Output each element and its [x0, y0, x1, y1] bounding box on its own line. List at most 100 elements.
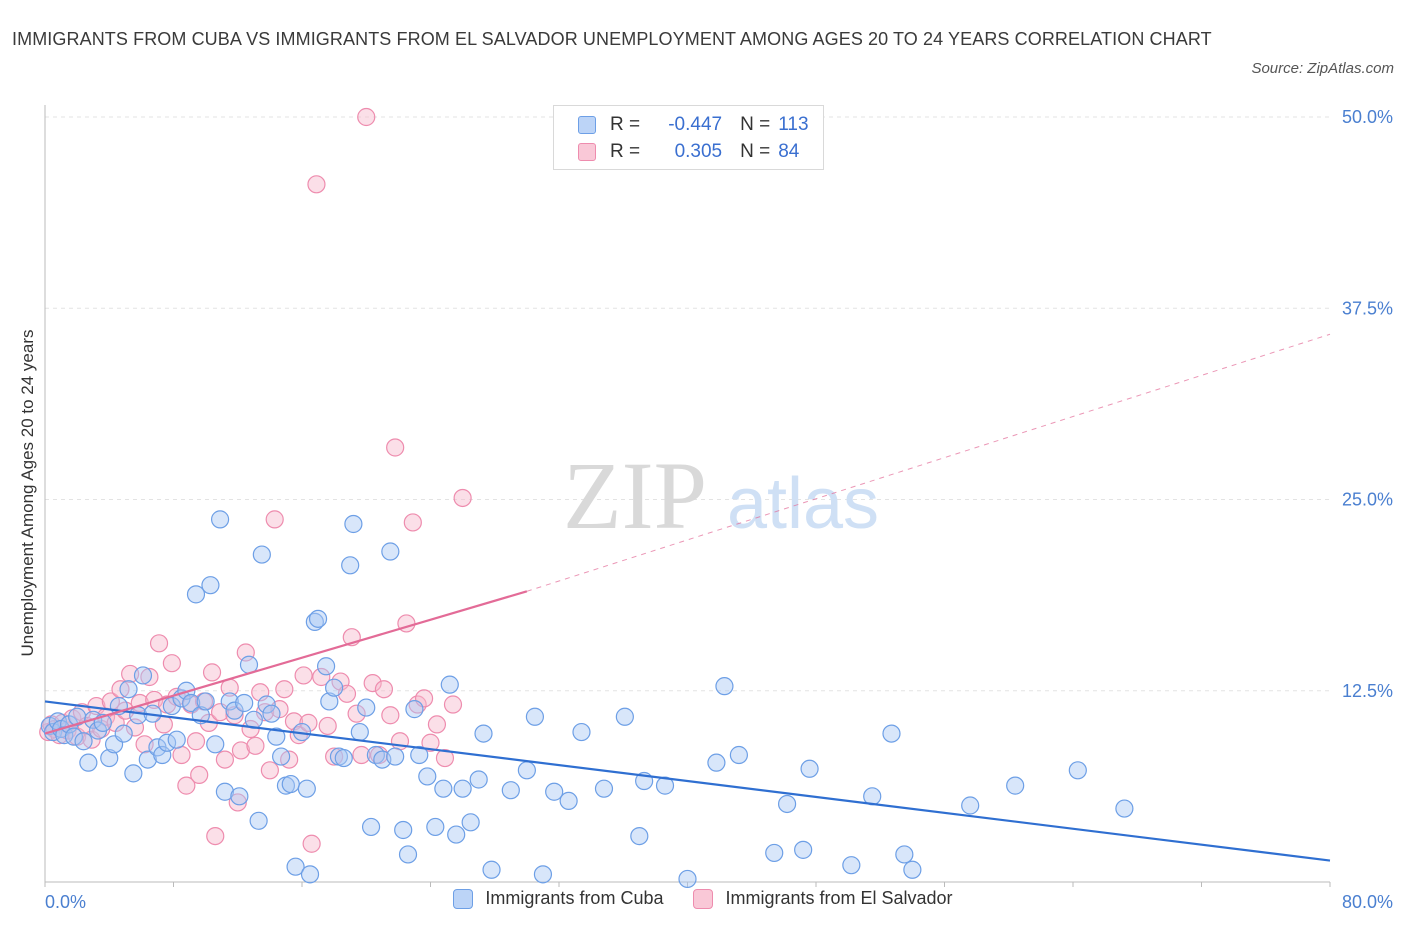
point-cuba: [74, 732, 93, 751]
point-cuba: [545, 782, 564, 801]
point-el-salvador: [374, 680, 394, 699]
point-el-salvador: [162, 654, 181, 673]
point-cuba: [447, 825, 466, 844]
point-cuba: [215, 782, 234, 801]
point-cuba: [474, 724, 493, 743]
point-el-salvador: [246, 736, 265, 755]
point-el-salvador: [202, 663, 222, 682]
point-cuba: [707, 753, 726, 772]
legend-n-label: N =: [740, 114, 771, 135]
legend-n-label: N =: [740, 141, 771, 162]
y-axis-label: Unemployment Among Ages 20 to 24 years: [18, 329, 37, 657]
point-cuba: [398, 845, 418, 864]
point-cuba: [316, 657, 336, 676]
point-cuba: [895, 845, 914, 864]
legend-n-value: 113: [778, 114, 809, 135]
point-cuba: [286, 857, 305, 876]
point-cuba: [559, 791, 578, 811]
point-cuba: [765, 843, 784, 863]
x-tick-label-max: 80.0%: [1342, 892, 1393, 912]
point-el-salvador: [302, 834, 321, 853]
point-cuba: [410, 745, 429, 765]
point-cuba: [800, 759, 819, 778]
point-cuba: [235, 693, 254, 713]
point-cuba: [272, 747, 291, 766]
trend-line-cuba: [44, 700, 1331, 862]
point-el-salvador: [299, 713, 318, 732]
point-cuba: [344, 514, 363, 534]
point-el-salvador: [357, 107, 376, 127]
point-cuba: [308, 609, 328, 628]
trend-line-el-salvador: [44, 590, 528, 735]
point-el-salvador: [177, 776, 196, 795]
y-tick-label: 25.0%: [1342, 490, 1393, 510]
point-cuba: [678, 869, 697, 889]
point-cuba: [1115, 799, 1134, 818]
point-cuba: [206, 735, 225, 754]
point-cuba: [267, 727, 286, 746]
chart-title: IMMIGRANTS FROM CUBA VS IMMIGRANTS FROM …: [12, 29, 1212, 49]
legend-row-cuba: R = -0.447 N = 113: [578, 112, 809, 138]
point-cuba: [64, 727, 84, 746]
point-cuba: [394, 820, 413, 840]
point-cuba: [182, 693, 201, 713]
point-cuba: [305, 612, 324, 632]
legend-n-value: 84: [778, 141, 800, 162]
point-cuba: [124, 764, 143, 783]
point-cuba: [162, 696, 181, 716]
point-cuba: [79, 753, 98, 772]
point-cuba: [418, 767, 437, 786]
point-cuba: [201, 576, 220, 595]
legend-r-value: -0.447: [668, 114, 723, 135]
point-cuba: [320, 692, 339, 711]
series-el-salvador-points: [39, 107, 472, 853]
point-el-salvador: [140, 667, 159, 687]
x-tick-label-min: 0.0%: [45, 892, 86, 912]
point-cuba: [381, 542, 400, 561]
point-cuba: [517, 761, 536, 780]
source-label: Source: ZipAtlas.com: [1251, 60, 1394, 77]
point-cuba: [300, 865, 320, 884]
bottom-legend-swatch-elsal: [693, 888, 714, 909]
point-el-salvador: [403, 513, 422, 532]
point-el-salvador: [228, 793, 247, 812]
point-cuba: [482, 860, 501, 879]
point-cuba: [133, 666, 153, 685]
point-cuba: [386, 747, 405, 766]
point-cuba: [167, 730, 186, 749]
point-el-salvador: [307, 175, 326, 194]
point-cuba: [533, 865, 553, 884]
point-cuba: [615, 707, 634, 726]
legend-swatch-cuba: [578, 116, 596, 134]
point-cuba: [903, 860, 922, 879]
point-cuba: [114, 724, 133, 743]
point-el-salvador: [386, 438, 405, 457]
watermark-zip: ZIP: [563, 442, 707, 549]
bottom-legend-label-elsal: Immigrants from El Salvador: [725, 888, 953, 908]
point-cuba: [630, 826, 649, 846]
point-cuba: [434, 779, 453, 798]
point-el-salvador: [421, 733, 440, 752]
point-el-salvador: [225, 706, 244, 725]
point-cuba: [961, 796, 980, 815]
point-cuba: [325, 678, 344, 697]
bottom-legend-item-elsal: Immigrants from El Salvador: [693, 888, 953, 909]
point-cuba: [729, 745, 749, 765]
point-el-salvador: [289, 726, 308, 745]
bottom-legend-label-cuba: Immigrants from Cuba: [485, 888, 664, 908]
point-cuba: [405, 700, 424, 719]
point-el-salvador: [172, 745, 191, 765]
watermark-atlas: atlas: [727, 464, 879, 544]
point-el-salvador: [347, 704, 366, 723]
point-el-salvador: [149, 634, 169, 653]
point-el-salvador: [427, 715, 447, 734]
watermark: ZIP atlas: [563, 442, 879, 549]
point-el-salvador: [381, 706, 400, 725]
point-cuba: [1006, 776, 1025, 795]
point-cuba: [186, 585, 206, 604]
trend-lines: [44, 333, 1331, 862]
point-el-salvador: [215, 750, 234, 769]
point-cuba: [882, 724, 901, 743]
point-el-salvador: [260, 761, 279, 780]
